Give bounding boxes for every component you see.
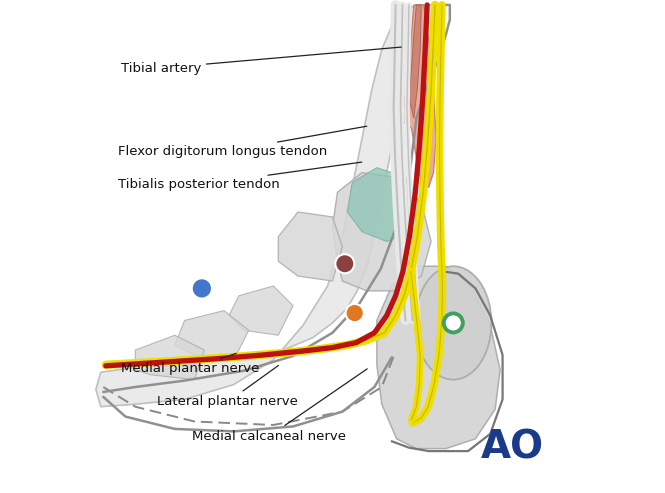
- Circle shape: [346, 304, 364, 322]
- Text: Lateral plantar nerve: Lateral plantar nerve: [158, 365, 299, 408]
- Polygon shape: [377, 266, 500, 449]
- Polygon shape: [135, 335, 204, 380]
- Polygon shape: [409, 5, 421, 118]
- Polygon shape: [229, 286, 293, 335]
- Polygon shape: [96, 5, 431, 407]
- Circle shape: [444, 314, 463, 332]
- Text: Flexor digitorum longus tendon: Flexor digitorum longus tendon: [118, 126, 366, 158]
- Text: Tibial artery: Tibial artery: [120, 47, 401, 74]
- Polygon shape: [278, 212, 342, 281]
- Ellipse shape: [415, 266, 491, 380]
- Text: AO: AO: [481, 428, 544, 467]
- Circle shape: [335, 254, 354, 273]
- Polygon shape: [175, 311, 249, 360]
- Polygon shape: [347, 168, 421, 242]
- Polygon shape: [332, 173, 431, 291]
- Text: Medial plantar nerve: Medial plantar nerve: [120, 353, 259, 375]
- Circle shape: [192, 278, 212, 299]
- Text: Tibialis posterior tendon: Tibialis posterior tendon: [118, 162, 362, 191]
- Text: Medial calcaneal nerve: Medial calcaneal nerve: [192, 369, 367, 443]
- Polygon shape: [399, 5, 436, 187]
